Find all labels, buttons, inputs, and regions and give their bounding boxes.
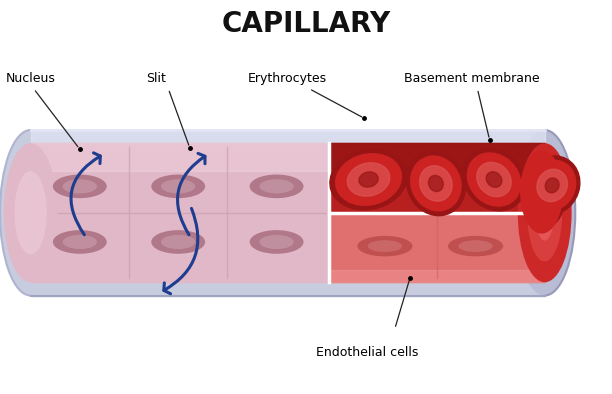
Ellipse shape <box>330 149 407 210</box>
Ellipse shape <box>0 130 61 296</box>
Ellipse shape <box>359 172 378 187</box>
Ellipse shape <box>514 130 575 296</box>
Ellipse shape <box>53 175 106 198</box>
Ellipse shape <box>518 143 572 282</box>
Ellipse shape <box>151 230 205 254</box>
Ellipse shape <box>4 143 58 282</box>
Ellipse shape <box>537 169 567 202</box>
Ellipse shape <box>411 156 461 211</box>
Ellipse shape <box>448 236 503 256</box>
Ellipse shape <box>62 235 97 249</box>
Ellipse shape <box>357 236 412 256</box>
Ellipse shape <box>161 235 195 249</box>
Polygon shape <box>329 213 545 282</box>
Ellipse shape <box>545 178 559 193</box>
Polygon shape <box>31 143 329 282</box>
Polygon shape <box>31 130 545 296</box>
Text: Erythrocytes: Erythrocytes <box>248 72 327 85</box>
Text: Slit: Slit <box>146 72 166 85</box>
Ellipse shape <box>347 163 390 196</box>
Ellipse shape <box>463 148 525 211</box>
Ellipse shape <box>477 162 511 197</box>
Ellipse shape <box>259 179 294 193</box>
Ellipse shape <box>520 150 563 234</box>
Ellipse shape <box>406 151 466 216</box>
Ellipse shape <box>486 172 502 187</box>
Ellipse shape <box>428 175 443 191</box>
Text: Endothelial cells: Endothelial cells <box>316 346 419 359</box>
Polygon shape <box>31 143 329 171</box>
Ellipse shape <box>335 154 401 205</box>
Ellipse shape <box>527 164 562 261</box>
Ellipse shape <box>161 179 195 193</box>
Text: Basement membrane: Basement membrane <box>404 72 540 85</box>
Ellipse shape <box>250 175 304 198</box>
Ellipse shape <box>53 230 106 254</box>
Text: CAPILLARY: CAPILLARY <box>222 10 390 38</box>
Ellipse shape <box>259 235 294 249</box>
Ellipse shape <box>524 156 580 215</box>
Polygon shape <box>329 270 545 282</box>
Ellipse shape <box>15 171 47 255</box>
Ellipse shape <box>536 185 554 241</box>
Ellipse shape <box>420 166 452 201</box>
Polygon shape <box>329 143 545 213</box>
Ellipse shape <box>151 175 205 198</box>
Ellipse shape <box>529 157 567 227</box>
Text: Nucleus: Nucleus <box>6 72 56 85</box>
Ellipse shape <box>458 240 493 252</box>
Ellipse shape <box>62 179 97 193</box>
Ellipse shape <box>529 160 576 210</box>
Polygon shape <box>31 130 545 151</box>
Polygon shape <box>329 143 545 175</box>
Ellipse shape <box>250 230 304 254</box>
Ellipse shape <box>368 240 402 252</box>
Ellipse shape <box>468 153 521 206</box>
